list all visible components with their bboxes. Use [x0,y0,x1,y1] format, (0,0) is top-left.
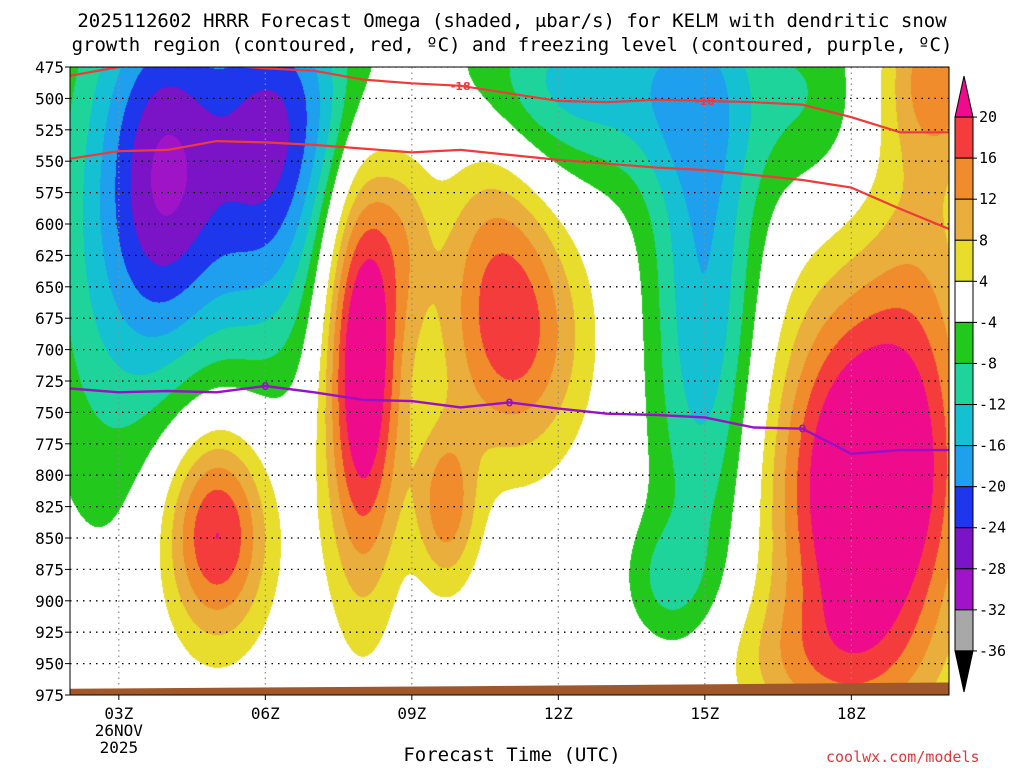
y-tick-label-825: 825 [35,498,64,517]
plot-area: -18 -18 0 0 0 [70,67,949,695]
y-tick-label-750: 750 [35,403,64,422]
colorbar-segment-8 [954,362,974,406]
y-tick-label-850: 850 [35,529,64,548]
colorbar-label--32: -32 [979,601,1006,619]
omega-shading [70,67,949,695]
y-tick-label-900: 900 [35,592,64,611]
colorbar-label--12: -12 [979,396,1006,414]
y-tick-label-475: 475 [35,58,64,77]
chart-title-line-1: 2025112602 HRRR Forecast Omega (shaded, … [77,10,947,32]
colorbar: 20 16 12 8 4 -4 -8 -12 -16 -20 -24 -28 -32 -36 [954,75,1006,693]
colorbar-segment-1 [954,75,974,118]
y-tick-label-500: 500 [35,89,64,108]
x-tick-label-06Z: 06Z [251,704,280,723]
y-tick-label-550: 550 [35,152,64,171]
colorbar-label--28: -28 [979,560,1006,578]
y-tick-label-525: 525 [35,121,64,140]
freezing-level-label-2: 0 [506,396,514,409]
colorbar-segment-4 [954,198,974,241]
x-date-label: 26NOV [95,721,144,740]
colorbar-segment-6 [954,280,974,323]
colorbar-label--8: -8 [979,354,997,372]
colorbar-label--4: -4 [979,313,997,331]
gridlines [70,67,949,695]
ground-terrain [70,682,949,695]
colorbar-segment-15 [954,650,974,693]
y-tick-label-575: 575 [35,184,64,203]
chart-title-line-2: growth region (contoured, red, ºC) and f… [71,34,953,56]
y-tick-label-700: 700 [35,341,64,360]
site-credit[interactable]: coolwx.com/models [826,748,980,766]
colorbar-segment-9 [954,404,974,447]
colorbar-label--36: -36 [979,642,1006,660]
axes: 475 500 525 550 575 600 625 650 675 700 725 750 775 8… [35,58,866,757]
y-tick-label-650: 650 [35,278,64,297]
colorbar-label--24: -24 [979,519,1006,537]
colorbar-segment-7 [954,321,974,364]
colorbar-segment-11 [954,486,974,529]
freezing-level-label-1: 0 [262,380,270,393]
colorbar-segment-3 [954,157,974,200]
colorbar-label-4: 4 [979,272,988,290]
colorbar-segment-2 [954,116,974,159]
colorbar-label-12: 12 [979,190,997,208]
colorbar-segment-13 [954,568,974,611]
y-tick-label-800: 800 [35,466,64,485]
y-tick-label-600: 600 [35,215,64,234]
x-tick-label-15Z: 15Z [690,704,719,723]
x-tick-label-18Z: 18Z [837,704,866,723]
colorbar-segment-12 [954,527,974,570]
colorbar-label-20: 20 [979,108,997,126]
x-axis-label: Forecast Time (UTC) [403,744,621,766]
colorbar-label-16: 16 [979,149,997,167]
y-tick-label-675: 675 [35,309,64,328]
y-tick-label-875: 875 [35,560,64,579]
dgz-contour-label-1: -18 [451,80,471,93]
x-tick-label-12Z: 12Z [544,704,573,723]
dgz-contour-2 [70,140,949,231]
freezing-level-contour [70,384,949,455]
x-year-label: 2025 [100,738,139,757]
colorbar-label--16: -16 [979,437,1006,455]
y-tick-label-950: 950 [35,655,64,674]
colorbar-label--20: -20 [979,478,1006,496]
y-tick-label-925: 925 [35,623,64,642]
dgz-contour-1 [70,67,949,134]
dgz-contour-label-1b: -18 [695,95,715,108]
x-tick-label-09Z: 09Z [397,704,426,723]
colorbar-segment-10 [954,445,974,488]
y-tick-label-625: 625 [35,246,64,265]
y-tick-label-725: 725 [35,372,64,391]
colorbar-label-8: 8 [979,231,988,249]
x-tick-label-03Z: 03Z [104,704,133,723]
contours: -18 -18 0 0 0 [70,67,949,455]
y-tick-label-775: 775 [35,435,64,454]
colorbar-segment-5 [954,239,974,282]
y-tick-label-975: 975 [35,686,64,705]
ground-terrain-fill [70,682,949,695]
freezing-level-label-3: 0 [799,423,807,436]
colorbar-segment-14 [954,609,974,652]
